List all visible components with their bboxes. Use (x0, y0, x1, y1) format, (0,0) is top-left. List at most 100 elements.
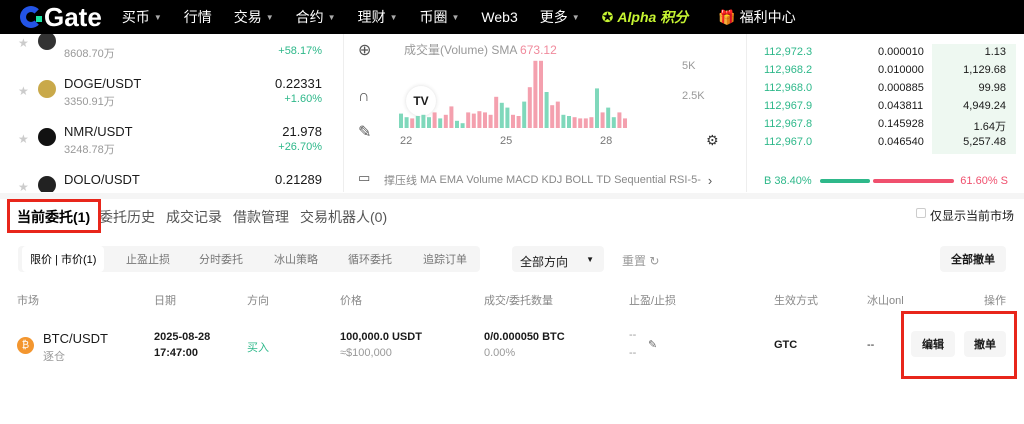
y-tick: 5K (682, 60, 696, 72)
orderbook-row[interactable]: 112,972.3 0.000010 1.13 (750, 46, 1020, 64)
market-change: +58.17% (278, 45, 322, 57)
column-header: 价格 (340, 295, 362, 307)
alpha-points-link[interactable]: ✪ Alpha 积分 (601, 8, 689, 26)
order-pair[interactable]: BTC/USDT (43, 331, 108, 346)
nav-item[interactable]: 交易 ▼ (233, 9, 274, 25)
market-list: ★ 8608.70万 +58.17% ★ DOGE/USDT 3350.91万 0.2233… (0, 34, 340, 192)
only-current-label[interactable]: 仅显示当前市场 (930, 209, 1015, 223)
pencil-lock-icon[interactable]: ✎ (358, 124, 372, 141)
order-book: 112,972.3 0.000010 1.13 112,968.2 0.010000 1,… (750, 34, 1024, 192)
ratio-bar (820, 179, 954, 183)
orderbook-row[interactable]: 112,967.8 0.145928 1.64万 (750, 118, 1020, 136)
column-header: 日期 (154, 295, 176, 307)
settings-icon[interactable]: ⚙ (706, 132, 719, 148)
column-header: 成交/委托数量 (484, 295, 554, 307)
orderbook-row[interactable]: 112,968.0 0.000885 99.98 (750, 82, 1020, 100)
indicator-tab[interactable]: BOLL (565, 174, 594, 186)
nav-item[interactable]: 更多 ▼ (539, 9, 580, 25)
volume-bar (611, 117, 616, 128)
star-icon[interactable]: ★ (18, 84, 29, 98)
indicator-tab[interactable]: MA (420, 174, 437, 186)
volume-bar (410, 118, 415, 128)
subtab[interactable]: 限价 | 市价(1) (22, 246, 105, 272)
only-current-checkbox[interactable] (916, 208, 926, 218)
welfare-center-link[interactable]: 🎁 福利中心 (718, 8, 796, 26)
order-account: 逐仓 (43, 351, 65, 363)
reset-button[interactable]: 重置 ↻ (622, 254, 660, 268)
indicator-tab[interactable]: RSI-5- (669, 174, 701, 186)
edit-tpsl-icon[interactable]: ✎ (648, 339, 658, 351)
market-volume: 8608.70万 (64, 48, 115, 60)
market-row[interactable]: ★ DOLO/USDT 0.21289 (0, 168, 330, 192)
volume-bars (399, 60, 627, 128)
market-pair: NMR/USDT (64, 124, 133, 139)
volume-bar (567, 116, 571, 128)
market-row[interactable]: ★ NMR/USDT 3248.78万 21.978 +26.70% (0, 120, 330, 168)
edit-order-button[interactable]: 编辑 (911, 331, 955, 357)
sell-ratio: 61.60% S (960, 175, 1008, 187)
star-icon[interactable]: ★ (18, 180, 29, 192)
order-filled-pct: 0.00% (484, 347, 516, 359)
calendar-icon[interactable]: ▭ (358, 170, 371, 185)
star-icon[interactable]: ★ (18, 36, 29, 50)
coin-icon (38, 176, 56, 192)
volume-bar (421, 114, 426, 128)
nav-item[interactable]: 买币 ▼ (121, 9, 162, 25)
nav-item[interactable]: 合约 ▼ (295, 9, 336, 25)
orderbook-row[interactable]: 112,968.2 0.010000 1,129.68 (750, 64, 1020, 82)
logo-icon (20, 6, 42, 28)
star-icon[interactable]: ★ (18, 132, 29, 146)
volume-bar (438, 118, 443, 128)
tab[interactable]: 成交记录 (166, 209, 222, 225)
volume-chart: ⊕ ∩ ✎ ▭ 成交量(Volume) SMA 673.12 TV 5K 2.5… (343, 34, 747, 192)
cancel-all-button[interactable]: 全部撤单 (940, 246, 1006, 272)
cancel-order-button[interactable]: 撤单 (964, 331, 1006, 357)
indicator-tab[interactable]: EMA (439, 174, 464, 186)
alpha-icon: ✪ (601, 8, 614, 25)
ob-price: 112,967.8 (764, 118, 813, 130)
x-tick: 28 (600, 135, 613, 147)
tab[interactable]: 借款管理 (233, 209, 289, 225)
order-date: 2025-08-28 (154, 331, 211, 343)
volume-bar (539, 60, 543, 128)
orderbook-row[interactable]: 112,967.0 0.046540 5,257.48 (750, 136, 1020, 154)
indicator-tab[interactable]: 撑压线 (384, 175, 417, 187)
indicator-tab[interactable]: TD Sequential (596, 174, 667, 186)
column-header: 操作 (984, 295, 1006, 307)
volume-bar (600, 112, 605, 128)
market-row[interactable]: ★ DOGE/USDT 3350.91万 0.22331 +1.60% (0, 72, 330, 120)
subtab[interactable]: 冰山策略 (274, 254, 318, 266)
caret-down-icon: ▼ (389, 12, 398, 22)
gate-logo[interactable]: Gate (20, 2, 102, 33)
volume-bar (578, 118, 583, 128)
magnet-icon[interactable]: ∩ (358, 88, 370, 105)
subtab[interactable]: 止盈止损 (126, 254, 170, 266)
indicator-tab[interactable]: MACD (506, 174, 539, 186)
indicator-tab[interactable]: Volume (466, 174, 504, 186)
column-header: 方向 (247, 295, 269, 307)
tab[interactable]: 当前委托(1) (17, 209, 91, 225)
ob-price: 112,968.2 (764, 64, 813, 76)
order-side: 买入 (247, 342, 269, 354)
nav-item[interactable]: 币圈 ▼ (419, 9, 460, 25)
nav-item[interactable]: Web3 (481, 9, 518, 25)
direction-select[interactable]: 全部方向 ▼ (512, 246, 604, 272)
nav-item[interactable]: 理财 ▼ (357, 9, 398, 25)
ob-total: 1.64万 (973, 121, 1006, 133)
column-header: 冰山onl (867, 295, 904, 307)
zoom-in-icon[interactable]: ⊕ (358, 42, 372, 59)
tradingview-logo[interactable]: TV (406, 86, 436, 116)
tab[interactable]: 交易机器人(0) (300, 209, 388, 225)
subtab[interactable]: 分时委托 (199, 254, 243, 266)
chevron-right-icon[interactable]: › (707, 172, 713, 188)
nav-item[interactable]: 行情 (183, 9, 212, 25)
column-header: 生效方式 (774, 295, 818, 307)
market-row[interactable]: ★ 8608.70万 +58.17% (0, 34, 330, 72)
tab[interactable]: 委托历史 (99, 209, 155, 225)
subtab[interactable]: 追踪订单 (423, 254, 467, 266)
indicator-tab[interactable]: KDJ (541, 174, 563, 186)
volume-bar (488, 114, 493, 128)
orderbook-row[interactable]: 112,967.9 0.043811 4,949.24 (750, 100, 1020, 118)
subtab[interactable]: 循环委托 (348, 254, 392, 266)
caret-down-icon: ▼ (586, 255, 594, 264)
